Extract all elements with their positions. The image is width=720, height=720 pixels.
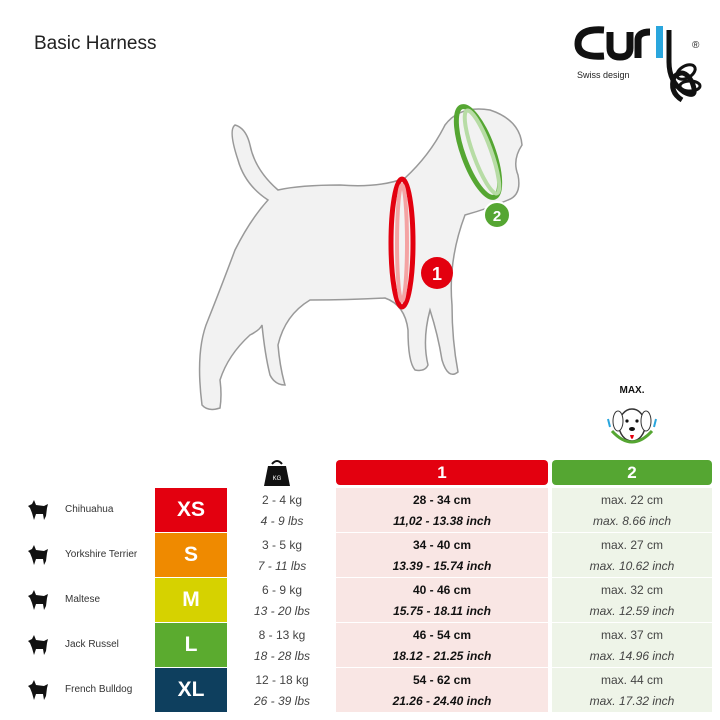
weight-kg: 2 - 4 kg	[261, 493, 303, 507]
chest-inch: 21.26 - 24.40 inch	[392, 694, 492, 708]
weight-kg: 12 - 18 kg	[255, 673, 309, 687]
neck-inch: max. 10.62 inch	[589, 559, 675, 573]
neck-inch: max. 14.96 inch	[589, 649, 675, 663]
neck-column-bg	[552, 488, 712, 713]
breed-silhouette-icon	[24, 586, 52, 614]
chest-cm: 40 - 46 cm	[412, 583, 472, 597]
kg-weight-icon: KG	[262, 458, 292, 488]
chest-inch: 15.75 - 18.11 inch	[393, 604, 491, 618]
weight-lbs: 13 - 20 lbs	[253, 604, 311, 618]
neck-cm: max. 44 cm	[600, 673, 663, 687]
curli-logo: Swiss design ®	[574, 22, 709, 107]
header-neck: 2	[552, 460, 712, 485]
chest-inch: 18.12 - 21.25 inch	[392, 649, 492, 663]
chest-cm: 28 - 34 cm	[412, 493, 472, 507]
chest-inch: 11,02 - 13.38 inch	[393, 514, 491, 528]
dog-diagram: 1 2	[198, 104, 523, 411]
max-label: MAX.	[619, 385, 645, 396]
neck-inch: max. 17.32 inch	[589, 694, 675, 708]
weight-kg: 3 - 5 kg	[261, 538, 303, 552]
neck-strap	[453, 104, 503, 200]
registered-mark: ®	[692, 40, 700, 51]
chest-column-bg	[336, 488, 548, 713]
row-divider	[227, 577, 712, 578]
row-divider	[227, 712, 712, 713]
row-divider	[227, 667, 712, 668]
dog-face-icon	[607, 408, 657, 444]
marker-2	[483, 201, 511, 229]
chest-strap	[388, 176, 416, 310]
size-badge: M	[155, 578, 227, 622]
weight-lbs: 7 - 11 lbs	[257, 559, 307, 573]
size-row: Maltese M 6 - 9 kg 13 - 20 lbs 40 - 46 c…	[0, 578, 720, 623]
breed-name: Yorkshire Terrier	[65, 549, 138, 560]
svg-text:2: 2	[493, 208, 501, 225]
row-divider	[227, 532, 712, 533]
weight-lbs: 26 - 39 lbs	[253, 694, 311, 708]
neck-cm: max. 32 cm	[600, 583, 663, 597]
page-title: Basic Harness	[34, 33, 157, 54]
weight-lbs: 18 - 28 lbs	[253, 649, 311, 663]
header-chest: 1	[336, 460, 548, 485]
svg-text:1: 1	[432, 264, 442, 284]
breed-name: Jack Russel	[65, 639, 119, 650]
neck-cm: max. 27 cm	[600, 538, 663, 552]
size-badge: XL	[155, 668, 227, 712]
dog-silhouette	[198, 108, 523, 411]
breed-name: Chihuahua	[65, 504, 114, 515]
weight-kg: 6 - 9 kg	[261, 583, 303, 597]
breed-name: Maltese	[65, 594, 101, 605]
neck-inch: max. 12.59 inch	[589, 604, 675, 618]
chest-cm: 46 - 54 cm	[412, 628, 472, 642]
marker-1	[421, 257, 453, 289]
chest-inch: 13.39 - 15.74 inch	[392, 559, 492, 573]
neck-inch: max. 8.66 inch	[592, 514, 672, 528]
neck-cm: max. 37 cm	[600, 628, 663, 642]
logo-tagline: Swiss design	[577, 70, 630, 80]
neck-cm: max. 22 cm	[600, 493, 663, 507]
chest-cm: 54 - 62 cm	[412, 673, 472, 687]
size-row: Jack Russel L 8 - 13 kg 18 - 28 lbs 46 -…	[0, 623, 720, 668]
max-neck-illustration: MAX.	[600, 385, 664, 455]
breed-silhouette-icon	[24, 631, 52, 659]
size-badge: XS	[155, 488, 227, 532]
svg-text:KG: KG	[273, 476, 282, 482]
size-row: Chihuahua XS 2 - 4 kg 4 - 9 lbs 28 - 34 …	[0, 488, 720, 533]
size-row: Yorkshire Terrier S 3 - 5 kg 7 - 11 lbs …	[0, 533, 720, 578]
size-badge: S	[155, 533, 227, 577]
breed-silhouette-icon	[24, 676, 52, 704]
size-row: French Bulldog XL 12 - 18 kg 26 - 39 lbs…	[0, 668, 720, 713]
weight-kg: 8 - 13 kg	[258, 628, 306, 642]
breed-silhouette-icon	[24, 541, 52, 569]
size-badge: L	[155, 623, 227, 667]
chest-cm: 34 - 40 cm	[412, 538, 472, 552]
weight-lbs: 4 - 9 lbs	[260, 514, 304, 528]
breed-silhouette-icon	[24, 496, 52, 524]
breed-name: French Bulldog	[65, 684, 133, 695]
row-divider	[227, 622, 712, 623]
